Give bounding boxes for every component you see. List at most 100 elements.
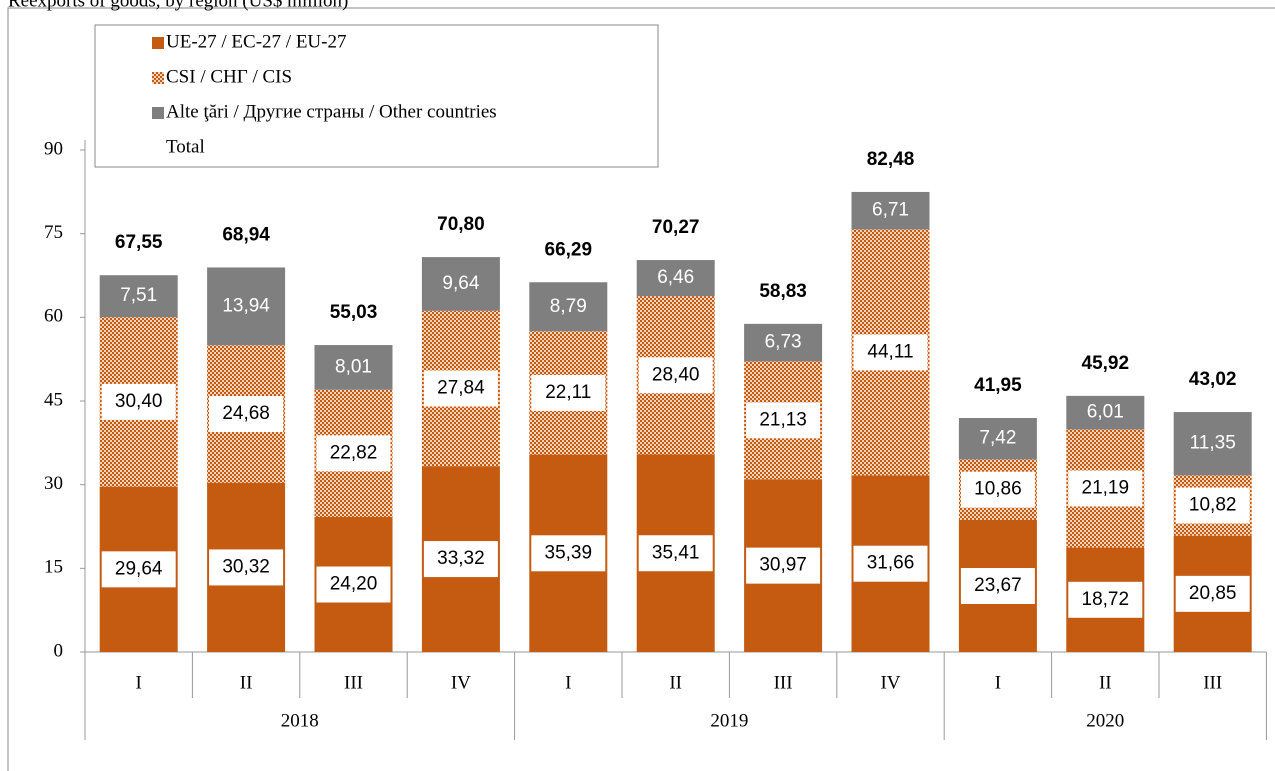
data-label: 11,35 (1190, 433, 1236, 454)
total-label: 70,80 (437, 214, 485, 235)
legend-label: Total (166, 136, 205, 157)
legend-marker (152, 72, 164, 84)
total-label: 66,29 (545, 239, 593, 260)
bar-segment (958, 418, 1037, 460)
x-tick-label: I (136, 672, 142, 693)
total-label: 43,02 (1189, 369, 1237, 390)
y-tick-label: 15 (44, 557, 63, 578)
y-tick-label: 90 (44, 138, 63, 159)
data-label: 30,32 (222, 556, 270, 577)
data-label: 8,01 (335, 356, 372, 377)
data-label: 30,40 (115, 391, 163, 412)
total-label: 58,83 (759, 281, 807, 302)
data-label-box (960, 567, 1035, 604)
data-label: 8,79 (550, 296, 587, 317)
data-label: 22,11 (545, 382, 591, 403)
data-label: 10,86 (974, 479, 1022, 500)
data-label: 29,64 (115, 558, 163, 579)
data-label: 21,19 (1082, 478, 1130, 499)
bar-segment (1066, 395, 1145, 430)
data-label: 23,67 (974, 575, 1022, 596)
data-label-box (316, 435, 391, 472)
data-label-box (1175, 575, 1250, 612)
x-tick-label: IV (880, 672, 900, 693)
data-label: 22,82 (330, 442, 378, 463)
data-label: 24,68 (222, 403, 270, 424)
y-tick-label: 30 (44, 473, 63, 494)
data-label: 20,85 (1189, 583, 1237, 604)
total-label: 82,48 (867, 149, 915, 170)
bar-segment (636, 260, 715, 297)
bar-segment (421, 257, 500, 311)
bar-segment (744, 323, 823, 362)
data-label: 35,39 (545, 542, 593, 563)
y-tick-label: 0 (54, 640, 64, 661)
data-label: 31,66 (867, 553, 915, 574)
data-label: 35,41 (652, 542, 700, 563)
data-label-box (531, 535, 606, 572)
data-label: 27,84 (437, 378, 485, 399)
data-label: 7,42 (979, 428, 1016, 449)
data-label-box (638, 535, 713, 572)
total-label: 70,27 (652, 217, 700, 238)
data-label-box (853, 334, 928, 371)
legend-label: CSI / СНГ / CIS (166, 66, 292, 87)
data-label: 6,71 (872, 200, 909, 221)
bar-segment (1173, 412, 1252, 476)
data-label: 10,82 (1189, 495, 1237, 516)
legend-box (94, 24, 659, 168)
data-label: 21,13 (759, 409, 807, 430)
data-label-box (746, 402, 821, 439)
data-label: 24,20 (330, 574, 378, 595)
data-label-box (423, 370, 498, 407)
data-label-box (746, 547, 821, 584)
data-label-box (101, 383, 176, 420)
bar-segment (99, 275, 178, 318)
data-label-box (423, 541, 498, 578)
x-tick-label: II (1099, 672, 1112, 693)
data-label-box (316, 566, 391, 603)
x-tick-label: II (240, 672, 253, 693)
group-label: 2020 (1086, 710, 1124, 731)
x-tick-label: III (344, 672, 363, 693)
legend-label: UE-27 / ЕС-27 / EU-27 (166, 31, 346, 52)
data-label: 13,94 (222, 295, 270, 316)
y-tick-label: 75 (44, 222, 63, 243)
total-label: 55,03 (330, 302, 378, 323)
data-label-box (101, 551, 176, 588)
x-tick-label: I (565, 672, 571, 693)
data-label-box (960, 471, 1035, 508)
total-label: 41,95 (974, 375, 1022, 396)
y-tick-label: 60 (44, 306, 63, 327)
data-label: 6,46 (657, 267, 694, 288)
data-label-box (531, 374, 606, 411)
bar-segment (851, 191, 930, 230)
total-label: 68,94 (222, 224, 270, 245)
data-label: 44,11 (867, 341, 913, 362)
bar-segment (314, 345, 393, 390)
data-label: 7,51 (120, 285, 157, 306)
total-label: 45,92 (1082, 353, 1130, 374)
chart-title: Reexports of goods, by region (US$ milli… (8, 0, 348, 11)
group-label: 2019 (710, 710, 748, 731)
data-label: 6,01 (1087, 402, 1124, 423)
x-tick-label: IV (451, 672, 471, 693)
data-label: 33,32 (437, 548, 485, 569)
data-label: 6,73 (765, 332, 802, 353)
legend-marker (152, 107, 164, 119)
bar-segment (529, 282, 608, 332)
bar-segment (207, 267, 286, 346)
x-tick-label: III (774, 672, 793, 693)
x-tick-label: II (669, 672, 682, 693)
legend-label: Alte ţări / Другие страны / Other countr… (166, 101, 497, 122)
data-label-box (1068, 581, 1143, 618)
frame (7, 7, 1275, 771)
data-label-box (209, 549, 284, 586)
x-tick-label: I (995, 672, 1001, 693)
data-label: 18,72 (1082, 589, 1130, 610)
data-label-box (1068, 470, 1143, 507)
legend-marker (152, 37, 164, 49)
x-tick-label: III (1203, 672, 1222, 693)
data-label: 28,40 (652, 364, 700, 385)
